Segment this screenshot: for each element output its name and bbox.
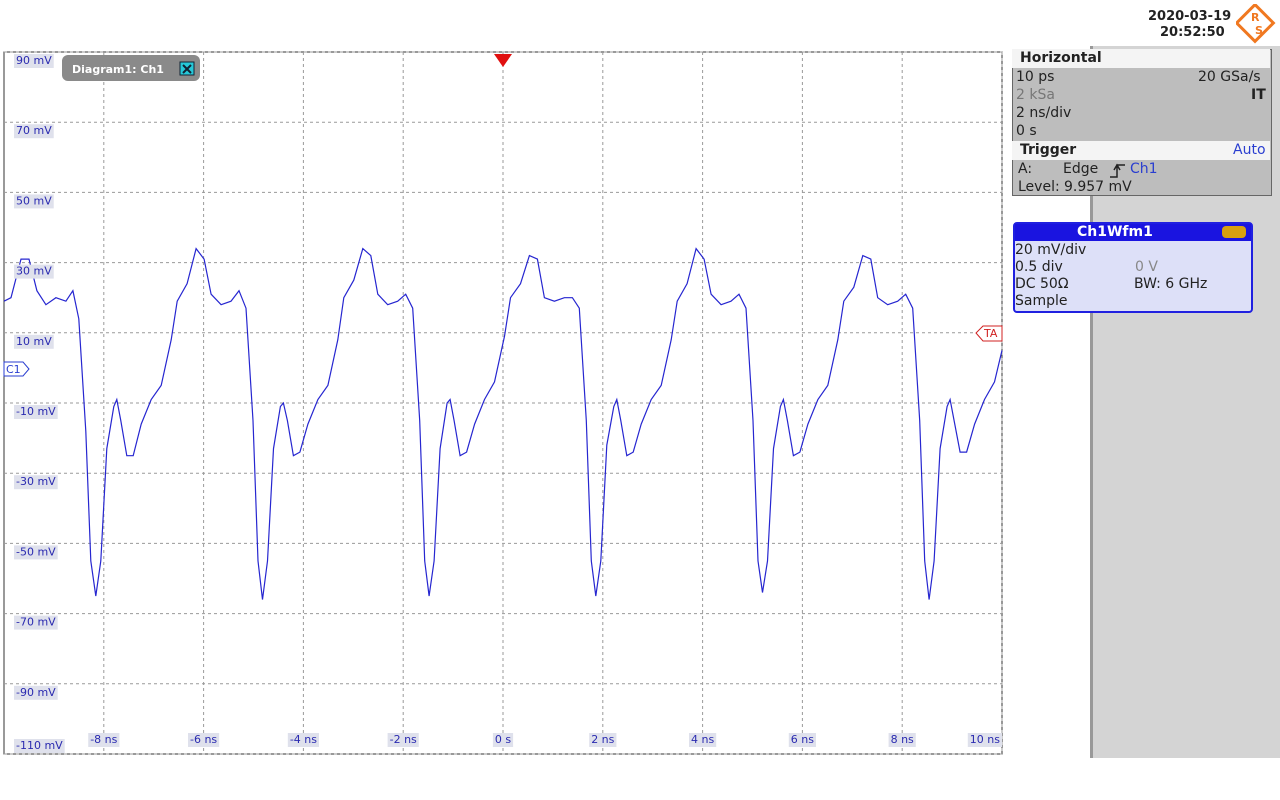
tick-label-bg xyxy=(14,685,58,700)
y-tick-label: -30 mV xyxy=(16,475,56,488)
channel-header xyxy=(1015,224,1251,241)
edge-icon xyxy=(1110,163,1125,178)
x-tick-label: -2 ns xyxy=(390,733,417,746)
channel-marker xyxy=(3,361,30,377)
sample-rate: 20 GSa/s xyxy=(1198,69,1261,85)
trigger-source: Ch1 xyxy=(1130,161,1158,177)
level-label: Level: xyxy=(1018,179,1060,195)
tick-label-bg xyxy=(14,739,65,753)
tick-label-bg xyxy=(14,54,54,68)
x-tick-label: 0 s xyxy=(495,733,511,746)
trigger-title: Trigger xyxy=(1020,142,1077,158)
channel-title: Ch1Wfm1 xyxy=(1077,224,1153,240)
position: 0 s xyxy=(1016,123,1037,139)
x-tick-label: -4 ns xyxy=(290,733,317,746)
resolution: 10 ps xyxy=(1016,69,1055,85)
tick-label-bg xyxy=(287,733,319,747)
acquisition: Sample xyxy=(1015,293,1068,309)
x-tick-label: -8 ns xyxy=(90,733,117,746)
tick-label-bg xyxy=(589,733,617,747)
channel-marker-label: C1 xyxy=(6,363,21,376)
tick-label-bg xyxy=(14,264,54,279)
logo-frame xyxy=(1236,4,1276,44)
tick-label-bg xyxy=(14,194,54,209)
y-tick-label: -70 mV xyxy=(16,616,56,629)
x-tick-label: 2 ns xyxy=(591,733,614,746)
y-tick-label: 50 mV xyxy=(16,194,52,207)
tick-label-bg xyxy=(14,545,58,560)
record-length: 2 kSa xyxy=(1016,87,1055,103)
y-tick-label: 70 mV xyxy=(16,124,52,137)
time-scale: 2 ns/div xyxy=(1016,105,1072,121)
trigger-level: 9.957 mV xyxy=(1064,179,1132,195)
y-tick-label: 10 mV xyxy=(16,335,52,348)
waveform-diagram: 90 mV 70 mV 50 mV 30 mV 10 mV -10 mV -30 mV -50… xyxy=(3,51,1003,755)
logo-s: S xyxy=(1255,24,1263,37)
offset: 0 V xyxy=(1135,259,1158,275)
y-tick-label: -10 mV xyxy=(16,405,56,418)
y-tick-label: -90 mV xyxy=(16,686,56,699)
panel-title: Horizontal xyxy=(1020,50,1102,66)
y-tick-label: -50 mV xyxy=(16,545,56,558)
tick-label-bg xyxy=(14,124,54,139)
x-tick-label: -6 ns xyxy=(190,733,217,746)
tick-label-bg xyxy=(14,615,58,630)
x-tick-label: 6 ns xyxy=(791,733,814,746)
logo-r: R xyxy=(1251,11,1260,24)
y-tick-label: 30 mV xyxy=(16,265,52,278)
diagram-tab-label: Diagram1: Ch1 xyxy=(72,63,164,76)
offset-div: 0.5 div xyxy=(1015,259,1063,275)
bandwidth: BW: 6 GHz xyxy=(1134,276,1208,292)
mode: IT xyxy=(1251,87,1266,103)
tick-label-bg xyxy=(14,475,58,490)
tick-label-bg xyxy=(88,733,120,747)
channel-toggle[interactable] xyxy=(1222,226,1246,238)
panel-header xyxy=(1012,141,1270,160)
date: 2020-03-19 xyxy=(1148,9,1232,24)
x-tick-label: 4 ns xyxy=(691,733,714,746)
waveform xyxy=(3,247,1003,600)
trigger-kind: Edge xyxy=(1063,161,1099,177)
time: 20:52:50 xyxy=(1160,25,1225,40)
tick-label-bg xyxy=(387,733,419,747)
tick-label-bg xyxy=(688,733,717,747)
y-tick-label: 90 mV xyxy=(16,54,52,67)
tick-label-bg xyxy=(14,334,54,349)
horizontal-panel[interactable] xyxy=(1012,49,1272,196)
tick-label-bg xyxy=(888,733,916,747)
y-tick-label: -110 mV xyxy=(16,739,63,752)
x-tick-label: 10 ns xyxy=(970,733,1000,746)
tick-label-bg xyxy=(788,733,817,747)
tick-label-bg xyxy=(14,405,58,419)
logo: R S xyxy=(1236,4,1276,44)
panel-header xyxy=(1012,49,1270,68)
trigger-level-marker-label: TA xyxy=(983,327,998,340)
trigger-mode: Auto xyxy=(1233,142,1266,158)
tick-label-bg xyxy=(492,733,514,747)
x-tick-label: 8 ns xyxy=(891,733,914,746)
diagram-tab[interactable] xyxy=(62,55,200,81)
coupling: DC 50Ω xyxy=(1015,276,1069,292)
trigger-position xyxy=(494,54,512,67)
trigger-event: A: xyxy=(1018,161,1033,177)
close-icon xyxy=(182,64,192,74)
channel-scale: 20 mV/div xyxy=(1015,242,1087,258)
tick-label-bg xyxy=(967,733,1002,747)
tick-label-bg xyxy=(188,733,220,747)
trigger-level-marker xyxy=(975,325,1003,342)
